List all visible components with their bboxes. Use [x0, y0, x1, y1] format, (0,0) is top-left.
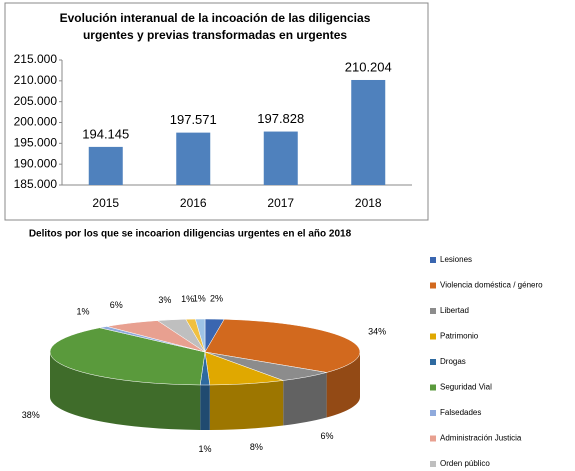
legend-swatch — [430, 282, 436, 289]
legend-swatch — [430, 333, 436, 340]
y-tick-label: 200.000 — [14, 115, 58, 129]
legend-label: Lesiones — [440, 255, 472, 264]
x-tick-label: 2016 — [180, 196, 207, 210]
x-tick-label: 2015 — [92, 196, 119, 210]
value-label: 197.571 — [170, 112, 217, 127]
legend-swatch — [430, 384, 436, 391]
legend-swatch — [430, 359, 436, 365]
x-tick-label: 2018 — [355, 196, 382, 210]
pie-label: 1% — [193, 294, 206, 304]
legend-label: Seguridad Vial — [440, 383, 492, 392]
legend-label: Patrimonio — [440, 332, 479, 341]
value-label: 194.145 — [82, 126, 129, 141]
legend-swatch — [430, 257, 436, 263]
legend-label: Orden público — [440, 459, 490, 468]
legend-swatch — [430, 308, 436, 314]
legend-swatch — [430, 410, 436, 416]
legend-swatch — [430, 435, 436, 442]
value-label: 197.828 — [257, 111, 304, 126]
pie-label: 3% — [158, 295, 171, 305]
y-tick-label: 215.000 — [14, 52, 58, 66]
pie-label: 6% — [110, 300, 123, 310]
pie-label: 1% — [181, 294, 194, 304]
pie-label: 2% — [210, 294, 223, 304]
bar-title-box: Evolución interanual de la incoación de … — [59, 11, 371, 42]
pie-label: 6% — [320, 431, 333, 441]
y-tick-label: 185.000 — [14, 177, 58, 191]
pie-label: 1% — [76, 307, 89, 317]
pie-side — [326, 352, 360, 418]
pie-slice — [195, 318, 206, 353]
pie-label: 38% — [22, 410, 40, 420]
pie-side — [283, 372, 327, 426]
legend-label: Libertad — [440, 306, 469, 315]
bar — [88, 146, 123, 185]
bar-chart-title: Evolución interanual de la incoación de … — [59, 11, 371, 42]
y-tick-label: 195.000 — [14, 136, 58, 150]
y-tick-label: 190.000 — [14, 156, 58, 170]
y-tick-label: 210.000 — [14, 73, 58, 87]
y-tick-label: 205.000 — [14, 94, 58, 108]
pie-side — [200, 384, 210, 430]
legend-label: Falsedades — [440, 408, 481, 417]
bar — [263, 131, 298, 185]
legend-label: Drogas — [440, 357, 466, 366]
pie-side — [50, 352, 201, 430]
bar — [351, 79, 386, 185]
pie-slice — [204, 319, 361, 373]
x-tick-label: 2017 — [267, 196, 294, 210]
pie-label: 8% — [250, 442, 263, 452]
bar — [176, 132, 211, 185]
value-label: 210.204 — [345, 59, 392, 74]
pie-side — [209, 380, 284, 430]
pie-chart-title: Delitos por los que se incoarion diligen… — [29, 229, 352, 240]
legend-label: Violencia doméstica / género — [440, 281, 543, 290]
legend-swatch — [430, 461, 436, 467]
legend-label: Administración Justicia — [440, 434, 522, 443]
pie-label: 1% — [198, 444, 211, 454]
pie-label: 34% — [368, 326, 386, 336]
pie-slice — [49, 327, 206, 386]
